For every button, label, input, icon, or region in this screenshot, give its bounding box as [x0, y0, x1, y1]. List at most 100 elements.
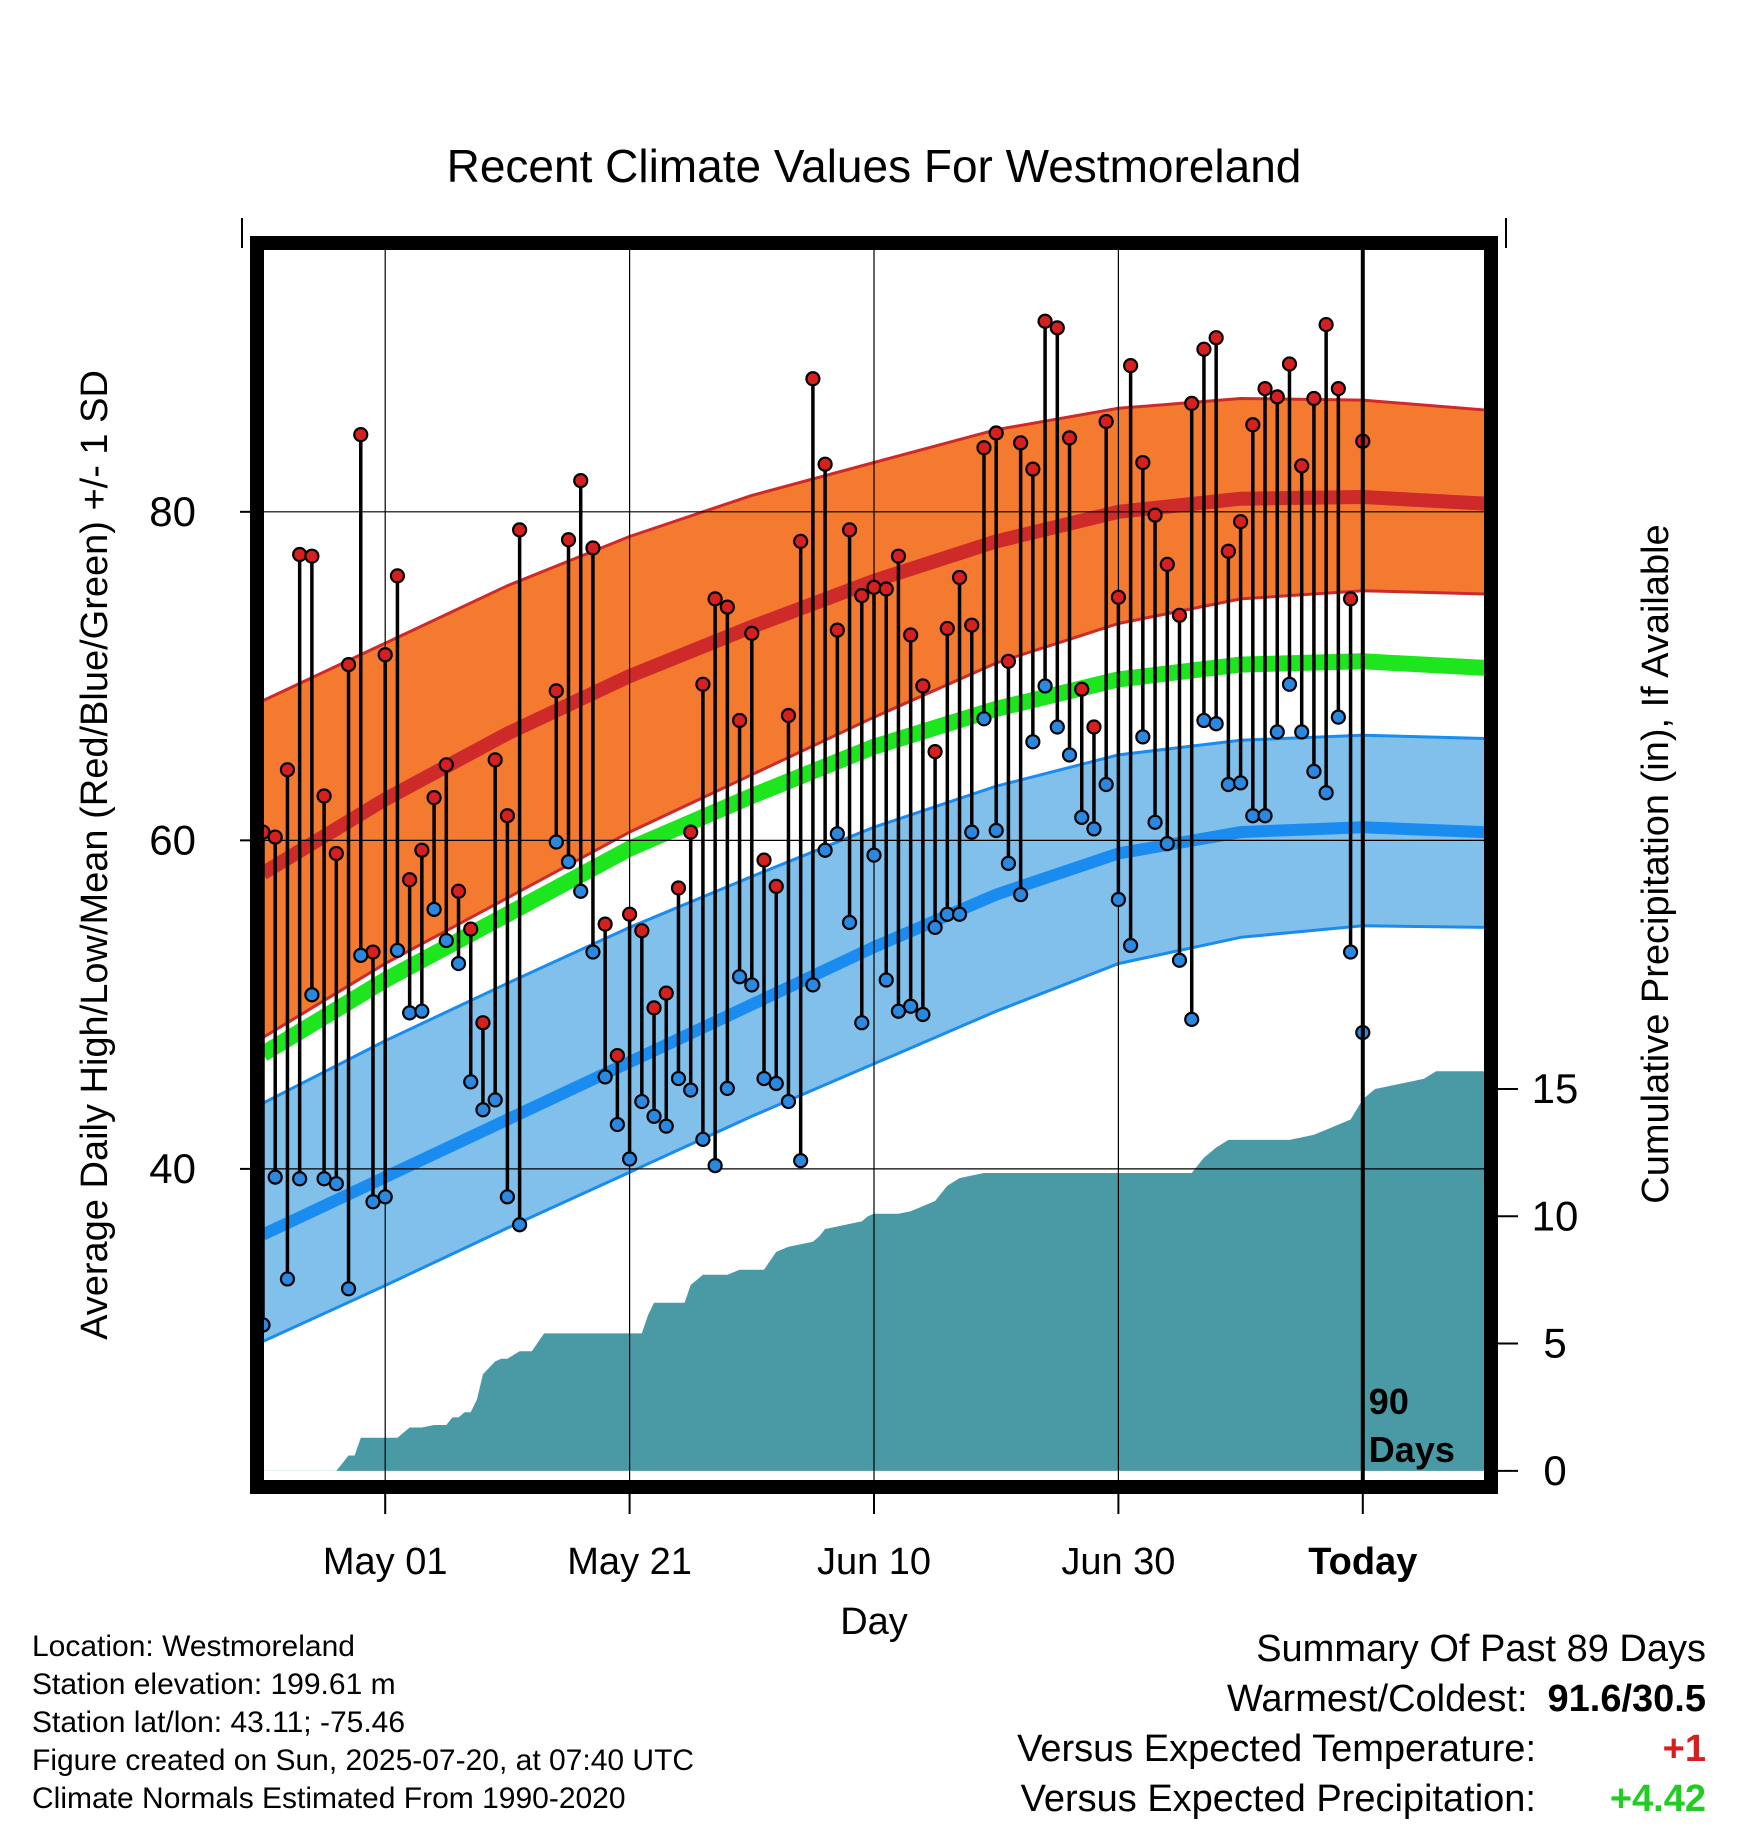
high-point [585, 540, 601, 556]
high-point [731, 712, 748, 729]
low-point [695, 1131, 711, 1147]
high-point [878, 581, 894, 597]
low-point [499, 1189, 515, 1205]
high-point [841, 522, 858, 538]
low-point [353, 947, 369, 963]
y-axis: 40 60 80 [149, 488, 250, 1192]
high-point [267, 829, 283, 845]
high-point [1196, 341, 1212, 357]
x-axis-label: Day [840, 1601, 908, 1643]
high-point [817, 456, 833, 472]
high-point [646, 1000, 662, 1016]
high-point [1294, 458, 1310, 474]
high-point [1110, 589, 1127, 605]
high-point [829, 622, 845, 638]
summary-warmest-coldest: Warmest/Coldest: 91.6/30.5 [1017, 1674, 1706, 1724]
high-point [695, 676, 711, 692]
low-point [328, 1176, 344, 1192]
x-tick-label: Today [1308, 1541, 1417, 1583]
high-point [1184, 395, 1200, 412]
low-point [1171, 952, 1188, 968]
low-point [744, 977, 760, 993]
y-tick-label: 40 [149, 1145, 196, 1192]
low-point [438, 932, 454, 949]
low-point [890, 1003, 907, 1019]
high-point [964, 617, 980, 633]
low-point [683, 1082, 699, 1098]
normals-period-text: Climate Normals Estimated From 1990-2020 [32, 1782, 626, 1815]
low-point [1245, 808, 1261, 824]
y-tick-label: 60 [149, 816, 196, 863]
low-point [414, 1003, 430, 1019]
low-point [1196, 712, 1212, 729]
low-point [573, 883, 589, 899]
low-point [707, 1158, 723, 1174]
high-sd-band [263, 398, 1485, 1038]
low-point [878, 972, 894, 988]
low-point [1269, 724, 1285, 740]
created-text: Figure created on Sun, 2025-07-20, at 07… [32, 1744, 695, 1777]
low-point [292, 1171, 308, 1187]
low-point [1342, 944, 1359, 960]
high-point [1330, 381, 1346, 397]
high-point [1086, 719, 1102, 735]
low-point [450, 955, 467, 972]
y-tick-label: 80 [149, 488, 196, 535]
high-point [670, 880, 687, 896]
high-point [1220, 543, 1236, 559]
low-point [263, 1317, 271, 1333]
high-point [353, 427, 369, 443]
low-point [1294, 724, 1310, 740]
summary-title: Summary Of Past 89 Days [1256, 1628, 1706, 1670]
low-point [316, 1171, 332, 1187]
low-point [903, 998, 919, 1014]
low-point [1220, 776, 1236, 793]
high-point [927, 744, 943, 760]
summary-panel: Summary Of Past 89 Days Warmest/Coldest:… [1017, 1624, 1706, 1824]
low-point [1123, 937, 1139, 954]
x-axis: May 01 May 21 Jun 10 Jun 30 Today [241, 218, 1507, 1583]
low-point [304, 987, 320, 1003]
high-point [499, 808, 515, 824]
high-point [1281, 356, 1298, 372]
high-point [1025, 461, 1041, 477]
low-point [1159, 836, 1175, 852]
high-point [573, 473, 589, 489]
low-point [1049, 719, 1065, 735]
high-point [621, 906, 638, 922]
low-point [621, 1151, 638, 1167]
low-point [279, 1271, 296, 1287]
y2-axis-label: Cumulative Precipitation (in), If Availa… [1635, 524, 1677, 1203]
high-point [414, 842, 430, 858]
low-point [988, 822, 1004, 839]
high-point [1342, 591, 1359, 607]
high-point [426, 790, 442, 806]
plot-area: 90 Days [263, 249, 1485, 1481]
high-point [1000, 653, 1017, 669]
high-point [279, 762, 296, 778]
station-info: Location: Westmoreland Station elevation… [32, 1628, 694, 1818]
today-days-label: 90 [1369, 1381, 1409, 1422]
high-point [609, 1047, 625, 1064]
low-point [1306, 763, 1322, 779]
low-point [976, 711, 992, 727]
high-point [402, 872, 418, 888]
high-point [793, 533, 809, 549]
high-point [915, 678, 931, 694]
high-point [292, 546, 308, 563]
high-point [463, 921, 479, 937]
low-point [340, 1281, 357, 1297]
low-point [866, 847, 882, 863]
high-point [512, 522, 528, 538]
low-point [1232, 775, 1249, 791]
low-point [1147, 814, 1163, 830]
low-point [731, 969, 748, 985]
latlon-text: Station lat/lon: 43.11; -75.46 [32, 1706, 406, 1739]
high-point [377, 647, 393, 663]
low-point [805, 977, 821, 993]
high-point [1147, 507, 1163, 523]
high-point [854, 588, 870, 604]
low-point [1318, 785, 1334, 801]
high-point [328, 845, 344, 862]
low-point [609, 1116, 625, 1133]
